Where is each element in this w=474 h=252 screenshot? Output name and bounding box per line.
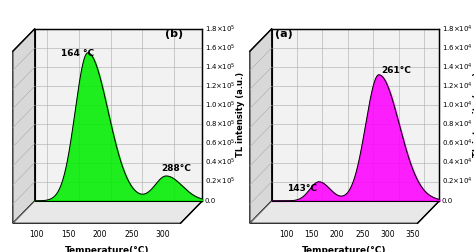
Text: 1.0$\times$10$^{4}$: 1.0$\times$10$^{4}$ [442, 100, 473, 111]
Text: 0.2$\times$10$^{4}$: 0.2$\times$10$^{4}$ [442, 176, 472, 187]
Text: 143°C: 143°C [287, 184, 318, 193]
Text: 0.6$\times$10$^{5}$: 0.6$\times$10$^{5}$ [205, 138, 236, 149]
Text: TL intensity (a.u.): TL intensity (a.u.) [236, 72, 245, 158]
Text: 1.0$\times$10$^{5}$: 1.0$\times$10$^{5}$ [205, 100, 236, 111]
Text: 200: 200 [92, 230, 107, 239]
Polygon shape [13, 201, 202, 223]
Text: 261°C: 261°C [382, 66, 411, 75]
Text: 288°C: 288°C [161, 164, 191, 173]
Text: 100: 100 [29, 230, 44, 239]
Polygon shape [272, 29, 439, 201]
Text: 250: 250 [355, 230, 370, 239]
Text: 0.0: 0.0 [205, 198, 216, 204]
Text: TL intensity (a.u.): TL intensity (a.u.) [473, 72, 474, 158]
Text: 0.0: 0.0 [442, 198, 453, 204]
Text: 0.4$\times$10$^{5}$: 0.4$\times$10$^{5}$ [205, 157, 236, 168]
Text: 0.8$\times$10$^{5}$: 0.8$\times$10$^{5}$ [205, 119, 236, 130]
Text: 150: 150 [304, 230, 319, 239]
Polygon shape [250, 201, 439, 223]
Text: 1.6$\times$10$^{5}$: 1.6$\times$10$^{5}$ [205, 42, 236, 54]
Text: 100: 100 [279, 230, 293, 239]
Polygon shape [13, 29, 35, 223]
Text: 300: 300 [381, 230, 395, 239]
Text: 200: 200 [330, 230, 344, 239]
Text: 0.2$\times$10$^{5}$: 0.2$\times$10$^{5}$ [205, 176, 235, 187]
Text: Temperature(°C): Temperature(°C) [302, 246, 387, 252]
Text: 350: 350 [406, 230, 420, 239]
Polygon shape [250, 29, 272, 223]
Text: 1.2$\times$10$^{4}$: 1.2$\times$10$^{4}$ [442, 81, 472, 92]
Text: 300: 300 [155, 230, 170, 239]
Text: 1.4$\times$10$^{4}$: 1.4$\times$10$^{4}$ [442, 61, 473, 73]
Text: 0.8$\times$10$^{4}$: 0.8$\times$10$^{4}$ [442, 119, 473, 130]
Text: 150: 150 [61, 230, 75, 239]
Text: 1.8$\times$10$^{4}$: 1.8$\times$10$^{4}$ [442, 23, 473, 35]
Polygon shape [35, 29, 202, 201]
Text: Temperature(°C): Temperature(°C) [65, 246, 150, 252]
Text: 1.8$\times$10$^{5}$: 1.8$\times$10$^{5}$ [205, 23, 236, 35]
Text: 0.4$\times$10$^{4}$: 0.4$\times$10$^{4}$ [442, 157, 473, 168]
Text: 1.2$\times$10$^{5}$: 1.2$\times$10$^{5}$ [205, 81, 235, 92]
Text: (b): (b) [165, 29, 183, 40]
Text: 0.6$\times$10$^{4}$: 0.6$\times$10$^{4}$ [442, 138, 473, 149]
Text: (a): (a) [275, 29, 293, 40]
Text: 1.6$\times$10$^{4}$: 1.6$\times$10$^{4}$ [442, 42, 473, 54]
Text: 164 °C: 164 °C [61, 49, 94, 58]
Text: 250: 250 [124, 230, 138, 239]
Text: 1.4$\times$10$^{5}$: 1.4$\times$10$^{5}$ [205, 61, 236, 73]
